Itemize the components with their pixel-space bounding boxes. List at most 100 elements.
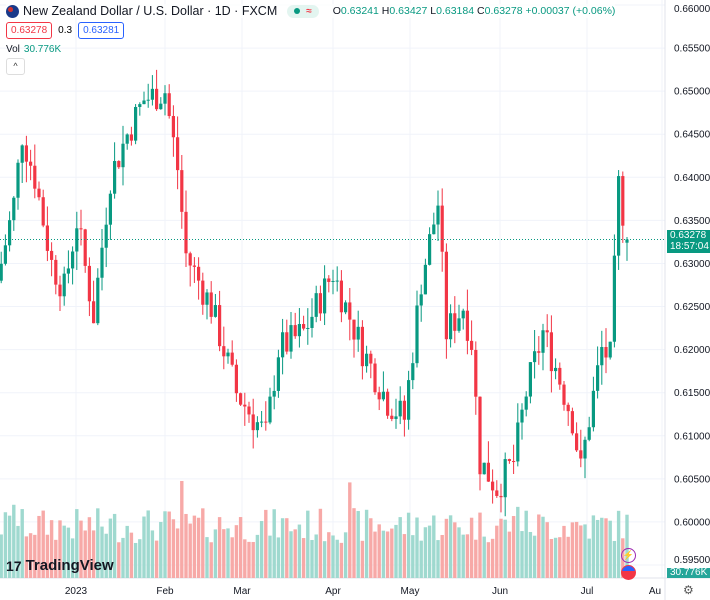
candle-body [314, 293, 318, 317]
volume-bar [322, 541, 327, 578]
volume-bar [70, 538, 75, 578]
volume-bar [24, 536, 29, 578]
volume-bar [432, 515, 436, 578]
candle-body [297, 324, 301, 337]
candle-body [87, 265, 91, 302]
candle-body [331, 280, 335, 282]
market-open-dot-icon [294, 8, 301, 14]
volume-bar [138, 539, 142, 578]
candle-body [449, 313, 453, 340]
candle-body [461, 310, 465, 319]
volume-bar [146, 510, 150, 578]
candle-body [503, 459, 507, 498]
candle-body [419, 294, 423, 306]
buy-button[interactable]: 0.63281 [78, 22, 125, 39]
volume-bar [142, 516, 146, 578]
candle-body [381, 391, 385, 400]
symbol-title[interactable]: New Zealand Dollar / U.S. Dollar · 1D · … [23, 4, 278, 18]
candle-body [545, 330, 549, 333]
candle-body [528, 362, 532, 397]
candle-body [255, 422, 259, 431]
candle-body [579, 450, 583, 459]
volume-bar [511, 516, 516, 578]
candle-body [348, 302, 352, 320]
time-tick-label: Mar [233, 586, 251, 597]
volume-bar [184, 513, 188, 578]
volume-bar [100, 526, 104, 578]
volume-bar [230, 537, 234, 578]
volume-bar [524, 510, 528, 578]
candle-body [352, 319, 356, 340]
volume-bar [570, 522, 575, 578]
candle-body [113, 161, 117, 194]
spread: 0.3 [58, 25, 73, 36]
volume-bar [520, 531, 524, 578]
candle-body [415, 305, 419, 364]
volume-bar [373, 531, 377, 578]
volume-bar [406, 512, 411, 578]
volume-bar [490, 538, 495, 578]
settings-gear-icon[interactable]: ⚙ [683, 583, 694, 597]
volume-bar [159, 521, 163, 578]
volume-bar [167, 511, 171, 578]
candle-body [318, 293, 322, 314]
price-tick-label: 0.63500 [674, 216, 710, 227]
price-tick-label: 0.65500 [674, 44, 710, 55]
equals-icon: ≈ [306, 5, 312, 17]
candle-body [423, 264, 427, 295]
candle-body [171, 116, 175, 138]
volume-bar [469, 517, 474, 578]
volume-bar [12, 504, 16, 578]
volume-bar [587, 538, 591, 578]
us-economic-event-icon[interactable] [621, 565, 636, 580]
market-status-pill[interactable]: ≈ [287, 4, 319, 18]
volume-bar [33, 534, 37, 578]
candle-body [512, 461, 516, 463]
candle-body [600, 347, 604, 366]
candle-body [104, 224, 108, 248]
candle-body [79, 228, 83, 230]
volume-bar [37, 515, 41, 578]
candle-body [188, 253, 192, 266]
candle-body [3, 245, 7, 264]
candle-body [516, 422, 520, 462]
candle-body [482, 462, 486, 475]
tradingview-logo[interactable]: 17 TradingView [6, 557, 114, 574]
candle-body [146, 99, 150, 101]
time-tick-label: 2023 [65, 586, 88, 597]
price-tick-label: 0.65000 [674, 87, 710, 98]
candle-body [62, 273, 66, 297]
candle-body [272, 390, 276, 397]
volume-bar [541, 516, 545, 578]
candle-body [507, 459, 511, 462]
collapse-legend-button[interactable]: ^ [6, 58, 25, 75]
candle-body [591, 390, 595, 428]
candle-body [58, 284, 62, 297]
candle-body [0, 263, 3, 281]
candle-body [612, 255, 616, 342]
candle-body [570, 411, 574, 434]
volume-bar [297, 524, 302, 578]
lightning-event-icon[interactable]: ⚡ [621, 548, 636, 563]
volume-bar [482, 536, 486, 578]
candle-body [432, 224, 436, 235]
volume-bar [553, 537, 558, 578]
volume-bar [612, 540, 617, 578]
volume-bar [16, 525, 20, 578]
volume-bar [343, 532, 348, 578]
price-tick-label: 0.62000 [674, 345, 710, 356]
volume-bar [54, 539, 58, 578]
candle-body [251, 414, 255, 431]
candle-body [184, 211, 188, 254]
sell-button[interactable]: 0.63278 [6, 22, 53, 39]
volume-bar [150, 530, 155, 578]
candle-body [75, 228, 79, 252]
volume-bar [87, 517, 92, 578]
volume-bar [75, 509, 79, 578]
candle-body [495, 490, 499, 496]
volume-bar [293, 529, 297, 578]
volume-bar [79, 520, 83, 578]
volume-bar [280, 518, 285, 578]
volume-bar [528, 531, 533, 578]
